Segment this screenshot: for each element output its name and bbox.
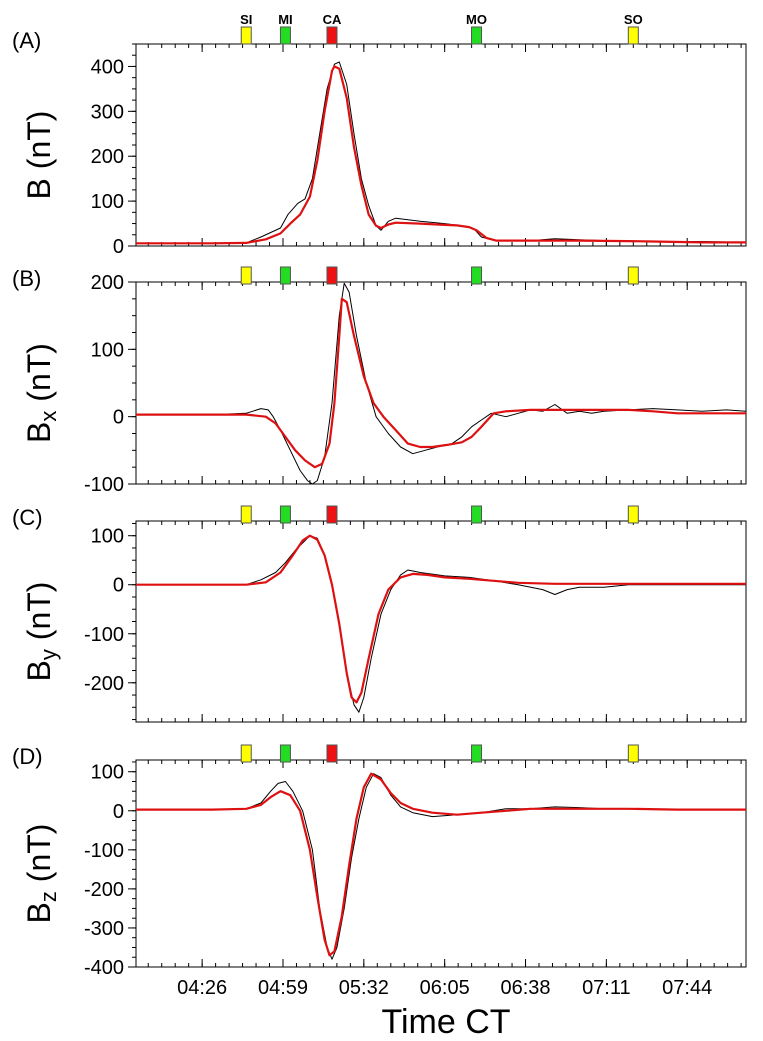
marker-label-mo: MO	[466, 12, 487, 27]
panels: 0 100 200 300 400 (A) B (nT) -100 0 100 200 (B) Bx (…	[12, 26, 747, 979]
observed-line	[136, 773, 746, 960]
panel-letter: (B)	[12, 266, 41, 291]
panel-b: -100 0 100 200 (B) Bx (nT)	[12, 266, 747, 496]
event-marker-ca	[326, 266, 338, 285]
y-axis-label: Bx (nT)	[21, 343, 61, 443]
model-line	[136, 297, 746, 469]
panel-letter: (A)	[12, 28, 41, 53]
y-axis-label: Bz (nT)	[21, 824, 61, 924]
event-marker-mi	[279, 744, 291, 763]
y-tick-label: 100	[91, 339, 124, 361]
y-tick-label: -100	[84, 840, 124, 862]
y-tick-label: 100	[91, 191, 124, 213]
x-tick-label: 07:44	[662, 977, 712, 999]
x-tick-label: 04:59	[258, 977, 308, 999]
marker-label-ca: CA	[323, 12, 342, 27]
y-tick-label: 100	[91, 762, 124, 784]
x-tick-label: 06:05	[420, 977, 470, 999]
x-tick-label: 07:11	[582, 977, 631, 999]
x-tick-label: 04:26	[177, 977, 227, 999]
event-marker-mo	[471, 505, 483, 524]
model-line	[136, 65, 746, 245]
observed-line	[136, 535, 746, 713]
y-tick-label: 200	[91, 146, 124, 168]
event-marker-ca	[326, 744, 338, 763]
y-tick-label: -400	[84, 957, 124, 979]
event-marker-ca	[326, 505, 338, 524]
observed-line	[136, 61, 747, 244]
x-tick-label: 05:32	[339, 977, 389, 999]
y-axis-label: B (nT)	[21, 111, 57, 200]
event-marker-mo	[471, 744, 483, 763]
x-tick-label: 06:38	[500, 977, 550, 999]
event-marker-mo	[471, 266, 483, 285]
event-marker-so	[627, 505, 639, 524]
panel-c: -200 -100 0 100 (C) By (nT)	[12, 505, 747, 723]
marker-labels: SI MI CA MO SO	[240, 12, 643, 27]
model-line	[136, 772, 746, 957]
y-tick-label: 0	[113, 801, 124, 823]
event-marker-mi	[279, 505, 291, 524]
x-tick-labels: 04:26 04:59 05:32 06:05 06:38 07:11 07:44	[177, 977, 712, 999]
y-tick-label: 300	[91, 101, 124, 123]
event-marker-si	[240, 26, 252, 45]
y-tick-label: -100	[84, 474, 124, 496]
marker-label-mi: MI	[278, 12, 292, 27]
observed-line	[136, 282, 747, 485]
x-axis-label: Time CT	[381, 1003, 510, 1041]
event-marker-si	[240, 505, 252, 524]
y-tick-label: 0	[113, 407, 124, 429]
y-tick-label: 200	[91, 272, 124, 294]
event-marker-mo	[471, 26, 483, 45]
y-tick-label: 400	[91, 56, 124, 78]
y-axis-label: By (nT)	[21, 582, 61, 682]
panel-letter: (D)	[12, 744, 43, 769]
plot-frame	[135, 520, 747, 723]
event-marker-so	[627, 26, 639, 45]
event-marker-mi	[279, 266, 291, 285]
event-marker-so	[627, 744, 639, 763]
plot-frame	[135, 43, 747, 247]
y-tick-label: 100	[91, 526, 124, 548]
y-tick-label: -100	[84, 624, 124, 646]
panel-d: -400 -300 -200 -100 0 100 (D) Bz (nT)	[12, 744, 747, 979]
y-tick-label: -200	[84, 673, 124, 695]
y-tick-label: 0	[113, 236, 124, 258]
panel-a: 0 100 200 300 400 (A) B (nT)	[12, 26, 747, 258]
plot-frame	[135, 759, 747, 968]
event-marker-ca	[326, 26, 338, 45]
event-marker-mi	[279, 26, 291, 45]
event-marker-si	[240, 744, 252, 763]
event-marker-si	[240, 266, 252, 285]
y-tick-label: 0	[113, 575, 124, 597]
model-line	[136, 534, 746, 704]
event-marker-so	[627, 266, 639, 285]
marker-label-so: SO	[624, 12, 643, 27]
marker-label-si: SI	[240, 12, 252, 27]
plot-frame	[135, 281, 747, 485]
y-tick-label: -200	[84, 879, 124, 901]
panel-letter: (C)	[12, 505, 43, 530]
y-tick-label: -300	[84, 918, 124, 940]
